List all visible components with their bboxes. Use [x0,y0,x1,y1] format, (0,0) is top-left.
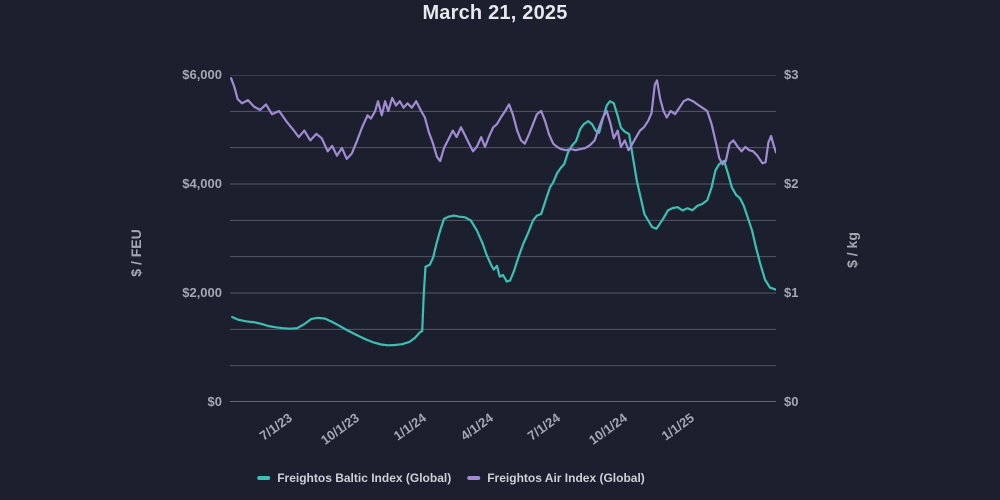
legend-swatch-icon [467,476,481,480]
plot-area [230,75,776,402]
y-left-tick-label: $4,000 [182,176,222,191]
legend-label: Freightos Baltic Index (Global) [277,471,452,485]
x-tick-label: 1/1/25 [658,410,697,444]
y-right-tick-label: $0 [784,394,799,409]
y-right-tick-label: $3 [784,67,799,82]
y-left-axis-title: $ / FEU [128,229,144,277]
legend-swatch-icon [257,476,271,480]
y-left-tick-label: $0 [207,394,222,409]
y-right-tick-label: $2 [784,176,799,191]
legend: Freightos Baltic Index (Global) Freightos… [257,471,645,485]
legend-item-1[interactable]: Freightos Air Index (Global) [467,471,645,485]
series-line-0 [231,100,776,347]
series-line-1 [230,77,776,166]
x-tick-label: 10/1/23 [318,410,362,448]
x-tick-label: 1/1/24 [390,410,429,444]
legend-label: Freightos Air Index (Global) [487,471,645,485]
y-left-tick-label: $6,000 [182,67,222,82]
x-tick-label: 7/1/23 [256,410,296,444]
x-tick-label: 4/1/24 [457,410,496,444]
chart-title: March 21, 2025 [422,2,568,24]
x-tick-label: 7/1/24 [524,410,563,444]
legend-item-0[interactable]: Freightos Baltic Index (Global) [257,471,451,485]
y-right-axis-title: $ / kg [844,232,860,268]
y-right-tick-label: $1 [784,285,799,300]
x-tick-label: 10/1/24 [585,410,630,448]
y-left-tick-label: $2,000 [182,285,222,300]
